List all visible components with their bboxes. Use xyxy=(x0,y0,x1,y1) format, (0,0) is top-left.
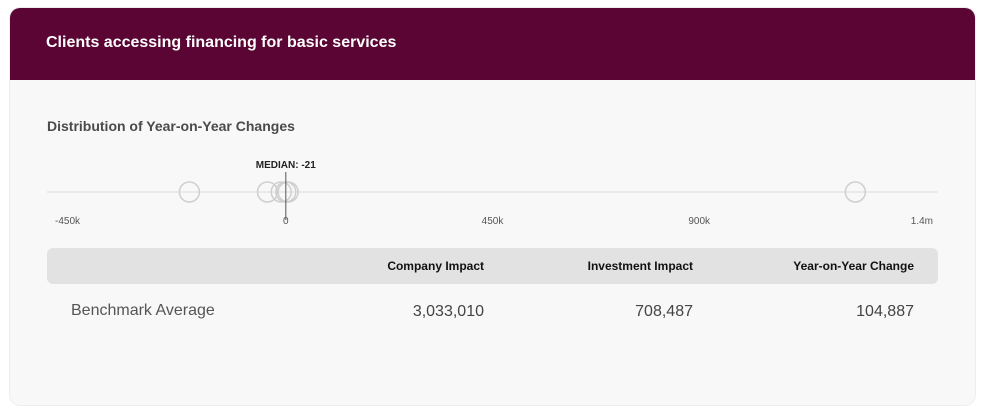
metric-card: Clients accessing financing for basic se… xyxy=(10,8,975,405)
data-point[interactable] xyxy=(270,181,292,203)
row-label: Benchmark Average xyxy=(71,302,215,319)
ticks-layer: -450k 0 450k 900k 1.4m xyxy=(55,216,933,227)
distribution-title: Distribution of Year-on-Year Changes xyxy=(47,118,295,134)
card-title: Clients accessing financing for basic se… xyxy=(46,34,397,51)
distribution-strip-plot: MEDIAN: -21 -450k 0 450k 900k 1.4m xyxy=(47,160,938,227)
col-company-impact: Company Impact xyxy=(387,259,484,273)
tick-label: 0 xyxy=(283,216,289,227)
data-point[interactable] xyxy=(277,181,299,203)
yoy-change-value: 104,887 xyxy=(856,303,914,320)
company-impact-value: 3,033,010 xyxy=(412,303,484,320)
col-investment-impact: Investment Impact xyxy=(587,259,693,273)
table-header: Company Impact Investment Impact Year-on… xyxy=(47,248,938,284)
tick-label: 900k xyxy=(688,216,711,227)
median-label: MEDIAN: -21 xyxy=(256,160,316,171)
card-header: Clients accessing financing for basic se… xyxy=(10,8,975,80)
col-yoy-change: Year-on-Year Change xyxy=(793,259,914,273)
data-point[interactable] xyxy=(844,181,867,203)
investment-impact-value: 708,487 xyxy=(635,303,693,320)
tick-label: -450k xyxy=(55,216,81,227)
table-row: Benchmark Average 3,033,010 708,487 104,… xyxy=(47,292,938,332)
tick-label: 1.4m xyxy=(911,216,933,227)
tick-label: 450k xyxy=(482,216,505,227)
data-point[interactable] xyxy=(178,181,201,203)
